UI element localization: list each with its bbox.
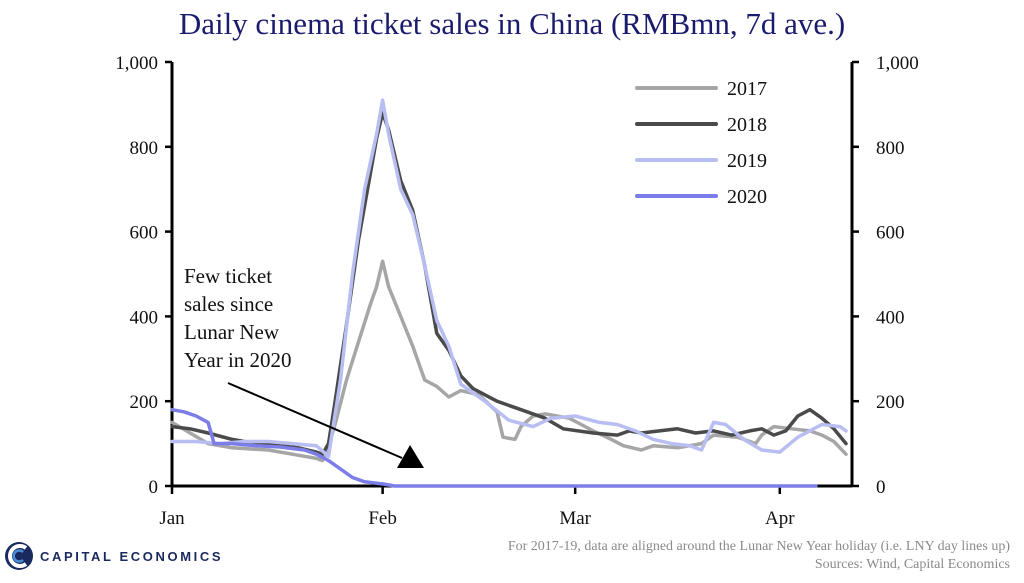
y-tick-label-right: 400 bbox=[876, 307, 905, 328]
annotation-text-line: sales since bbox=[184, 292, 273, 316]
legend-label-2020: 2020 bbox=[727, 186, 767, 208]
y-tick-label-right: 600 bbox=[876, 223, 905, 244]
y-tick-label-right: 0 bbox=[876, 477, 886, 498]
capital-economics-logo-icon bbox=[5, 542, 33, 570]
y-tick-label-left: 400 bbox=[130, 307, 159, 328]
annotation-arrow-line bbox=[227, 382, 403, 459]
annotation-text-line: Year in 2020 bbox=[184, 348, 292, 372]
legend: 2017 2018 2019 2020 bbox=[635, 78, 767, 208]
logo-text: CAPITAL ECONOMICS bbox=[40, 548, 224, 564]
x-tick-label: Mar bbox=[559, 508, 591, 529]
legend-label-2019: 2019 bbox=[727, 150, 767, 172]
series-line-2018 bbox=[170, 111, 848, 456]
annotation-text-line: Lunar New bbox=[184, 320, 280, 344]
axes-layer: 0 0 200 200 400 400 600 600 800 800 1,000 1,000 Jan F… bbox=[115, 53, 919, 529]
annotation-text-line: Few ticket bbox=[184, 264, 272, 288]
annotation: Few ticket sales since Lunar New Year in 20… bbox=[184, 264, 424, 468]
y-tick-label-left: 200 bbox=[130, 392, 159, 413]
y-tick-label-right: 1,000 bbox=[876, 53, 919, 74]
annotation-arrow-head bbox=[397, 445, 424, 468]
y-tick-label-left: 800 bbox=[130, 138, 159, 159]
y-tick-label-right: 200 bbox=[876, 392, 905, 413]
x-tick-label: Jan bbox=[159, 508, 185, 529]
y-tick-label-right: 800 bbox=[876, 138, 905, 159]
series-line-2020 bbox=[170, 407, 818, 488]
y-tick-label-left: 600 bbox=[130, 223, 159, 244]
legend-label-2017: 2017 bbox=[727, 78, 767, 100]
sources: Sources: Wind, Capital Economics bbox=[814, 557, 1010, 572]
x-tick-label: Apr bbox=[765, 508, 795, 529]
y-tick-label-left: 0 bbox=[149, 477, 159, 498]
series-layer bbox=[170, 98, 848, 488]
footnote: For 2017-19, data are aligned around the… bbox=[507, 539, 1010, 554]
chart-title: Daily cinema ticket sales in China (RMBm… bbox=[178, 6, 846, 41]
y-tick-label-left: 1,000 bbox=[115, 53, 158, 74]
x-tick-label: Feb bbox=[368, 508, 397, 529]
series-line-2019 bbox=[170, 98, 848, 459]
legend-label-2018: 2018 bbox=[727, 114, 767, 136]
footer-notes: For 2017-19, data are aligned around the… bbox=[508, 538, 1010, 574]
capital-economics-logo: CAPITAL ECONOMICS bbox=[4, 534, 223, 578]
